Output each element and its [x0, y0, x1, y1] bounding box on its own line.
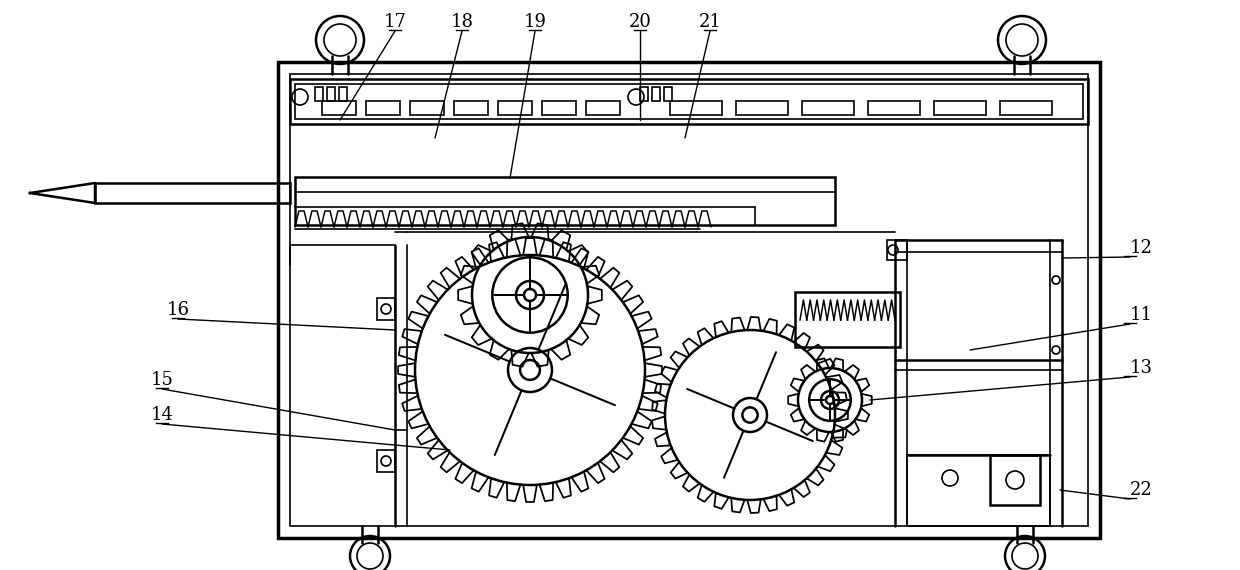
Text: 14: 14 [150, 406, 174, 424]
Bar [410, 101, 444, 115]
Bar [795, 292, 900, 347]
Text: 12: 12 [1130, 239, 1153, 257]
Bar [737, 101, 787, 115]
Bar [802, 101, 854, 115]
Bar [295, 84, 1083, 119]
Bar [934, 101, 986, 115]
Bar [670, 101, 722, 115]
Bar [377, 298, 396, 320]
Text: 11: 11 [1130, 306, 1153, 324]
Bar [663, 87, 672, 101]
Text: 22: 22 [1130, 481, 1153, 499]
Text: 15: 15 [150, 371, 174, 389]
Bar [498, 101, 532, 115]
Text: 17: 17 [383, 13, 407, 31]
Bar [868, 101, 920, 115]
Bar [542, 101, 577, 115]
Bar [640, 87, 649, 101]
Bar [327, 87, 335, 101]
Bar [278, 62, 1100, 538]
Bar [587, 101, 620, 115]
Bar [295, 177, 835, 225]
Bar [887, 240, 906, 260]
Text: 16: 16 [166, 301, 190, 319]
Bar [95, 183, 290, 203]
Bar [652, 87, 660, 101]
Bar [454, 101, 489, 115]
Bar [290, 79, 1087, 124]
Text: 19: 19 [523, 13, 547, 31]
Bar [990, 455, 1040, 505]
Bar [366, 101, 401, 115]
Bar [377, 450, 396, 472]
Text: 13: 13 [1130, 359, 1153, 377]
Bar [339, 87, 347, 101]
Bar [315, 87, 322, 101]
Text: 21: 21 [698, 13, 722, 31]
Bar [999, 101, 1052, 115]
Bar [906, 455, 1050, 526]
Bar [290, 74, 1087, 526]
Text: 20: 20 [629, 13, 651, 31]
Bar [322, 101, 356, 115]
Text: 18: 18 [450, 13, 474, 31]
